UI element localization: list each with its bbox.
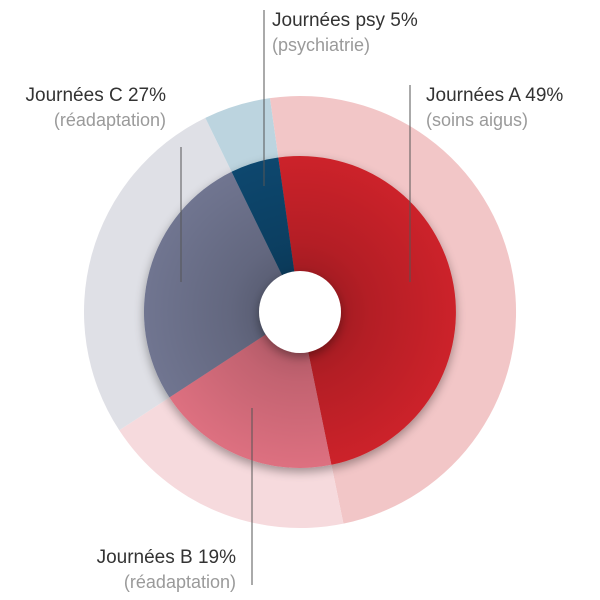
slice-labels: Journées A 49% (soins aigus) Journées B …	[26, 10, 564, 592]
label-c: Journées C 27%	[26, 85, 167, 106]
sublabel-b: (réadaptation)	[124, 572, 236, 592]
label-psy: Journées psy 5%	[272, 10, 418, 31]
sublabel-psy: (psychiatrie)	[272, 35, 370, 55]
sublabel-a: (soins aigus)	[426, 110, 528, 130]
sublabel-c: (réadaptation)	[54, 110, 166, 130]
label-b: Journées B 19%	[97, 547, 237, 568]
leader-lines	[180, 10, 411, 585]
center-hole	[259, 271, 341, 353]
label-a: Journées A 49%	[426, 85, 563, 106]
